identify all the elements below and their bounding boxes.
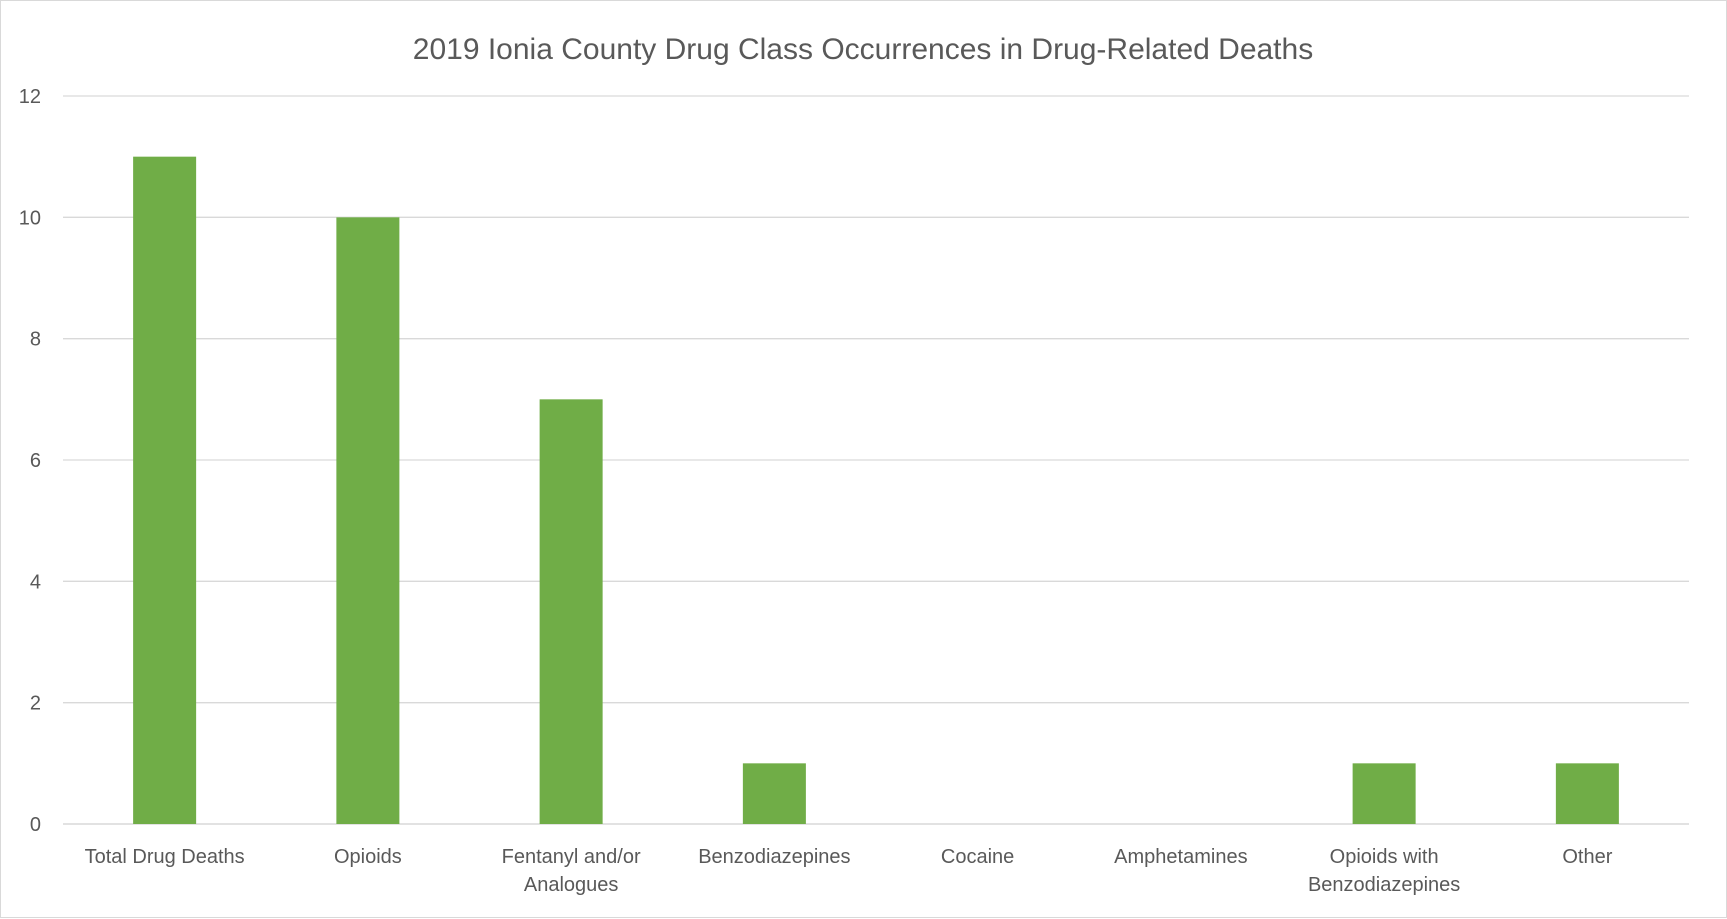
chart-title: 2019 Ionia County Drug Class Occurrences… [413,33,1313,66]
bar [1352,763,1416,824]
x-category-label: Amphetamines [1114,846,1247,868]
y-axis-tick-labels: 0 2 4 6 8 10 12 [19,86,41,836]
bar [1555,763,1619,824]
x-category-label: Other [1562,846,1612,868]
y-tick-label: 10 [19,207,41,229]
bar [336,217,400,825]
x-category-label: Benzodiazepines [698,846,850,868]
x-category-label: Opioids with Benzodiazepines [1308,846,1460,896]
bar [133,156,197,824]
x-axis-category-labels: Total Drug Deaths Opioids Fentanyl and/or A… [85,846,1613,896]
gridlines [63,95,1689,825]
x-category-label: Fentanyl and/or Analogues [502,846,641,896]
bar [742,763,806,824]
y-tick-label: 12 [19,86,41,108]
y-tick-label: 6 [30,450,41,472]
y-tick-label: 0 [30,814,41,836]
bar [539,399,603,824]
x-category-label: Opioids [334,846,402,868]
bars [133,156,1619,825]
x-category-label: Total Drug Deaths [85,846,245,868]
x-category-label: Cocaine [941,846,1014,868]
y-tick-label: 4 [30,571,41,593]
y-tick-label: 8 [30,329,41,351]
y-tick-label: 2 [30,693,41,715]
